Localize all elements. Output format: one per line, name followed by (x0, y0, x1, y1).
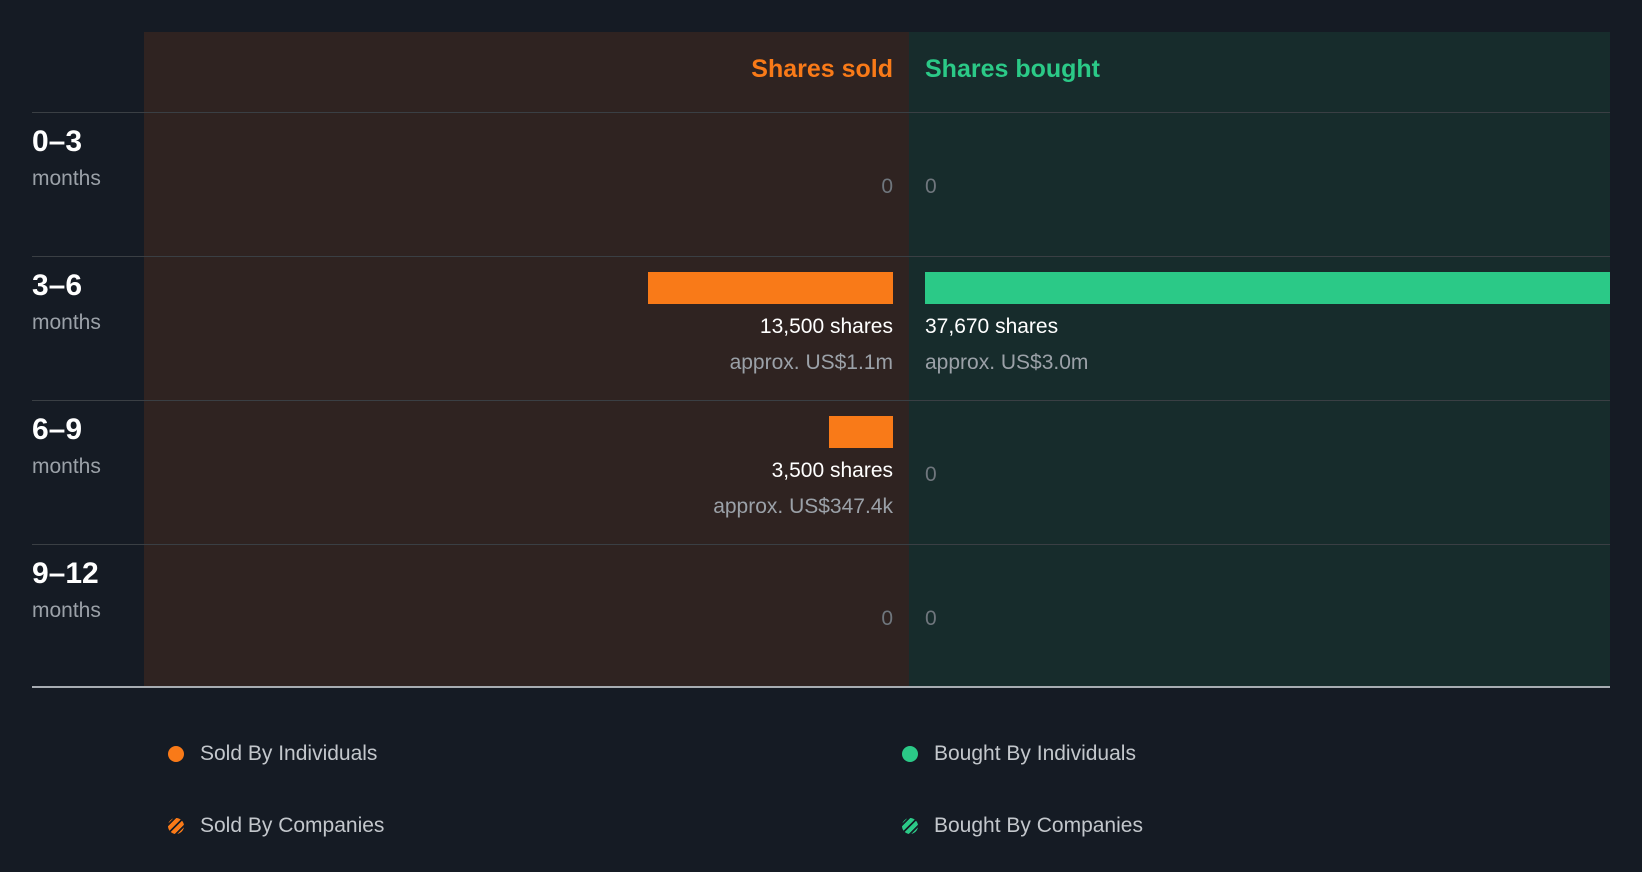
sold-value-label: approx. US$1.1m (729, 351, 893, 374)
legend-item-sold-hatch[interactable]: Sold By Companies (168, 813, 384, 839)
legend-label: Sold By Companies (200, 814, 385, 837)
period-unit: months (32, 455, 101, 478)
period-range: 0–3 (32, 125, 83, 158)
bought-bar[interactable] (925, 272, 1610, 304)
period-label: 6–9 months (32, 412, 101, 480)
period-label: 3–6 months (32, 268, 101, 336)
legend-label: Bought By Companies (934, 814, 1143, 837)
sold-bar[interactable] (829, 416, 893, 448)
period-label: 9–12 months (32, 556, 101, 624)
sold-bar[interactable] (647, 272, 893, 304)
period-range: 6–9 (32, 413, 83, 446)
bought-value-label: approx. US$3.0m (925, 351, 1089, 374)
period-range: 9–12 (32, 557, 99, 590)
period-range: 3–6 (32, 269, 83, 302)
chart-baseline (32, 686, 1610, 688)
legend-item-sold[interactable]: Sold By Individuals (168, 741, 377, 767)
sold-shares-label: 3,500 shares (771, 459, 893, 482)
row-divider (32, 256, 1610, 257)
legend-item-bought-hatch[interactable]: Bought By Companies (902, 813, 1143, 839)
row-divider (32, 400, 1610, 401)
bought-shares-label: 37,670 shares (925, 315, 1059, 338)
period-unit: months (32, 167, 101, 190)
row-divider (32, 544, 1610, 545)
sold-zero-label: 0 (881, 607, 893, 630)
legend-label: Bought By Individuals (934, 742, 1136, 765)
period-unit: months (32, 599, 101, 622)
sold-value-label: approx. US$347.4k (713, 495, 893, 518)
sold-panel (144, 32, 909, 687)
period-unit: months (32, 311, 101, 334)
bought-zero-label: 0 (925, 463, 937, 486)
row-divider (32, 112, 1610, 113)
bought-zero-label: 0 (925, 607, 937, 630)
bought-zero-label: 0 (925, 175, 937, 198)
legend-sold-dot-icon (168, 746, 184, 762)
sold-shares-label: 13,500 shares (759, 315, 893, 338)
legend-item-bought[interactable]: Bought By Individuals (902, 741, 1136, 767)
legend-label: Sold By Individuals (200, 742, 378, 765)
sold-zero-label: 0 (881, 175, 893, 198)
legend-bought-dot-icon (902, 746, 918, 762)
shares-bought-header: Shares bought (925, 55, 1101, 83)
legend-sold-hatch-dot-icon (168, 818, 184, 834)
legend-bought-hatch-dot-icon (902, 818, 918, 834)
bought-panel (909, 32, 1610, 687)
shares-sold-header: Shares sold (751, 55, 893, 83)
period-label: 0–3 months (32, 124, 101, 192)
